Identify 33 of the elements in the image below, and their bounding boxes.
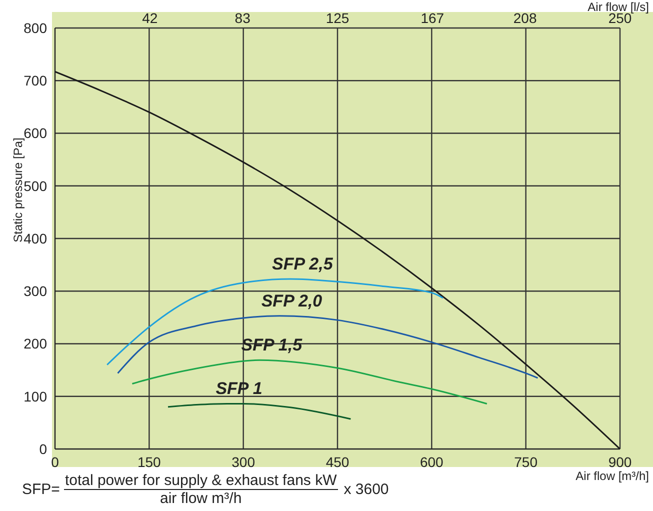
x-axis-title: Air flow [m³/h] <box>576 469 649 483</box>
text: air flow m³/h <box>160 490 242 507</box>
x-tick-label: 900 <box>608 454 632 470</box>
x-tick-label: 150 <box>137 454 162 470</box>
y-tick-label: 200 <box>24 336 48 352</box>
x-tick-label: 0 <box>51 454 60 470</box>
line-series <box>167 402 352 420</box>
x-tick-label: 300 <box>232 454 256 470</box>
y-tick-label: 500 <box>24 178 48 194</box>
x-tick-label: 600 <box>420 454 444 470</box>
x2-tick-label: 208 <box>513 10 537 26</box>
y-tick-label: 300 <box>24 283 48 300</box>
x2-tick-label: 125 <box>326 10 350 26</box>
x2-tick-label: 167 <box>420 10 444 26</box>
text: total power for supply & exhaust fans kW <box>64 472 338 490</box>
line-series <box>131 359 488 404</box>
x-tick-label: 750 <box>514 454 538 470</box>
text: x 3600 <box>344 481 389 498</box>
y-tick-label: 400 <box>24 230 48 246</box>
x2-tick-label: 83 <box>234 10 250 26</box>
x2-tick-label: 42 <box>142 10 158 26</box>
series-label: SFP 2,5 <box>272 254 334 274</box>
series-label: SFP 2,0 <box>261 291 323 310</box>
line-series <box>106 278 444 366</box>
y-axis-title: Static pressure [Pa] <box>11 138 25 242</box>
y-tick-label: 700 <box>24 72 48 89</box>
y-tick-label: 800 <box>24 20 48 36</box>
text: SFP= <box>22 481 60 498</box>
line-series <box>117 315 539 379</box>
y-tick-label: 0 <box>39 440 48 457</box>
x-tick-label: 450 <box>326 454 350 470</box>
y-tick-label: 600 <box>24 125 48 142</box>
y-tick-label: 100 <box>24 388 48 404</box>
